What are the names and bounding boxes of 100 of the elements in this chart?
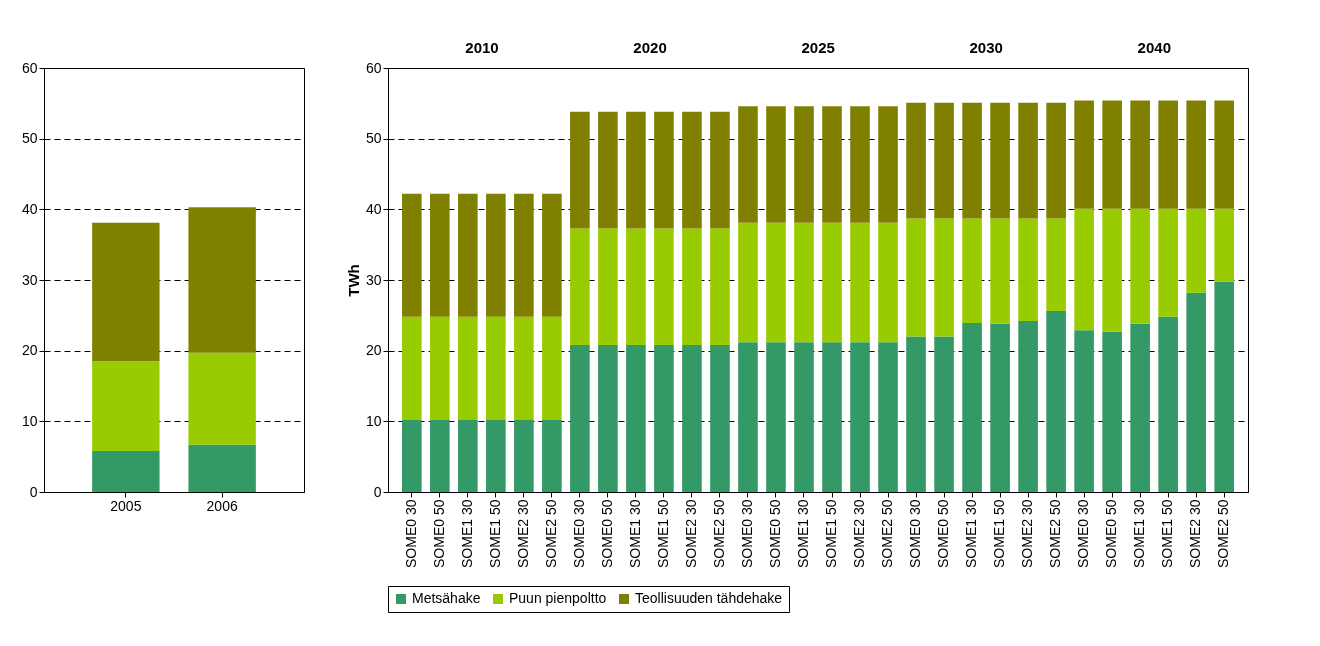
bar <box>766 342 786 492</box>
bar <box>402 193 422 317</box>
bar <box>962 218 982 324</box>
x-tick-label: SOME2 30 <box>851 499 868 568</box>
x-tick-label: SOME1 50 <box>486 499 503 568</box>
x-tick-label: SOME1 50 <box>823 499 840 568</box>
x-tick-label: SOME2 30 <box>1019 499 1036 568</box>
legend-label: Teollisuuden tähdehake <box>635 590 783 606</box>
bar <box>514 193 534 317</box>
bar <box>402 419 422 492</box>
y-tick-label: 10 <box>365 412 382 429</box>
bar <box>962 323 982 492</box>
bar <box>570 345 590 492</box>
bar <box>430 316 450 420</box>
bar <box>1074 100 1094 209</box>
x-tick-label: SOME1 30 <box>458 499 475 568</box>
bar <box>92 222 160 362</box>
bar <box>1102 100 1122 209</box>
bar <box>990 102 1010 219</box>
x-tick-label: SOME2 50 <box>879 499 896 568</box>
bar <box>542 316 562 420</box>
bar <box>1130 100 1150 209</box>
bar <box>906 102 926 219</box>
bar <box>654 228 674 346</box>
x-tick-label: SOME1 30 <box>1131 499 1148 568</box>
x-tick-label: SOME2 50 <box>710 499 727 568</box>
bar <box>1214 100 1234 209</box>
bar <box>570 228 590 346</box>
bar <box>1158 316 1178 492</box>
bar <box>1186 208 1206 293</box>
x-tick-label: SOME0 30 <box>738 499 755 568</box>
bar <box>850 342 870 492</box>
bar <box>682 345 702 492</box>
bar <box>850 106 870 223</box>
bar <box>486 193 506 317</box>
bar <box>542 193 562 317</box>
x-tick-label: 2006 <box>206 497 238 514</box>
bar <box>1158 208 1178 317</box>
bar <box>1018 102 1038 219</box>
bar <box>990 323 1010 492</box>
bar <box>878 106 898 223</box>
x-tick-label: SOME2 50 <box>542 499 559 568</box>
bar <box>1130 323 1150 492</box>
bar <box>458 193 478 317</box>
y-tick-label: 40 <box>365 200 382 217</box>
bar <box>570 111 590 229</box>
bar <box>766 222 786 343</box>
text: 2010 <box>465 39 499 56</box>
bar <box>822 342 842 492</box>
bar <box>188 352 256 445</box>
bar <box>906 336 926 492</box>
text: 2020 <box>633 39 667 56</box>
bar <box>682 111 702 229</box>
legend-label: Metsähake <box>412 590 481 606</box>
bar <box>878 222 898 343</box>
x-tick-label: SOME1 50 <box>654 499 671 568</box>
bar <box>766 106 786 223</box>
bar <box>458 316 478 420</box>
x-tick-label: SOME0 50 <box>766 499 783 568</box>
bar <box>542 419 562 492</box>
text: 2030 <box>969 39 1003 56</box>
y-tick-label: 50 <box>365 130 382 147</box>
x-tick-label: SOME0 50 <box>598 499 615 568</box>
text: 2040 <box>1137 39 1171 56</box>
y-axis-title: TWh <box>344 264 362 297</box>
bar <box>906 218 926 337</box>
bar <box>92 361 160 452</box>
bar <box>710 345 730 492</box>
x-tick-label: SOME0 30 <box>1075 499 1092 568</box>
bar <box>430 419 450 492</box>
x-tick-label: SOME0 30 <box>907 499 924 568</box>
bar <box>738 222 758 343</box>
bar <box>188 444 256 492</box>
bar <box>990 218 1010 324</box>
bar <box>514 419 534 492</box>
bar <box>598 345 618 492</box>
x-tick-label: SOME1 50 <box>991 499 1008 568</box>
bar <box>850 222 870 343</box>
x-tick-label: SOME0 50 <box>1103 499 1120 568</box>
bar <box>1214 208 1234 282</box>
bar <box>486 316 506 420</box>
y-tick-label: 30 <box>21 271 38 288</box>
bar <box>682 228 702 346</box>
x-tick-label: 2005 <box>110 497 142 514</box>
bar <box>710 111 730 229</box>
bar <box>962 102 982 219</box>
x-tick-label: SOME1 30 <box>626 499 643 568</box>
bar <box>1186 100 1206 209</box>
bar <box>794 342 814 492</box>
y-tick-label: 0 <box>29 483 38 500</box>
x-tick-label: SOME2 50 <box>1047 499 1064 568</box>
bar <box>822 106 842 223</box>
bar <box>934 218 954 337</box>
x-tick-label: SOME2 50 <box>1215 499 1232 568</box>
x-tick-label: SOME1 30 <box>963 499 980 568</box>
x-tick-label: SOME0 50 <box>935 499 952 568</box>
y-tick-label: 50 <box>21 130 38 147</box>
bar <box>1158 100 1178 209</box>
bar <box>1102 331 1122 492</box>
bar <box>738 106 758 223</box>
